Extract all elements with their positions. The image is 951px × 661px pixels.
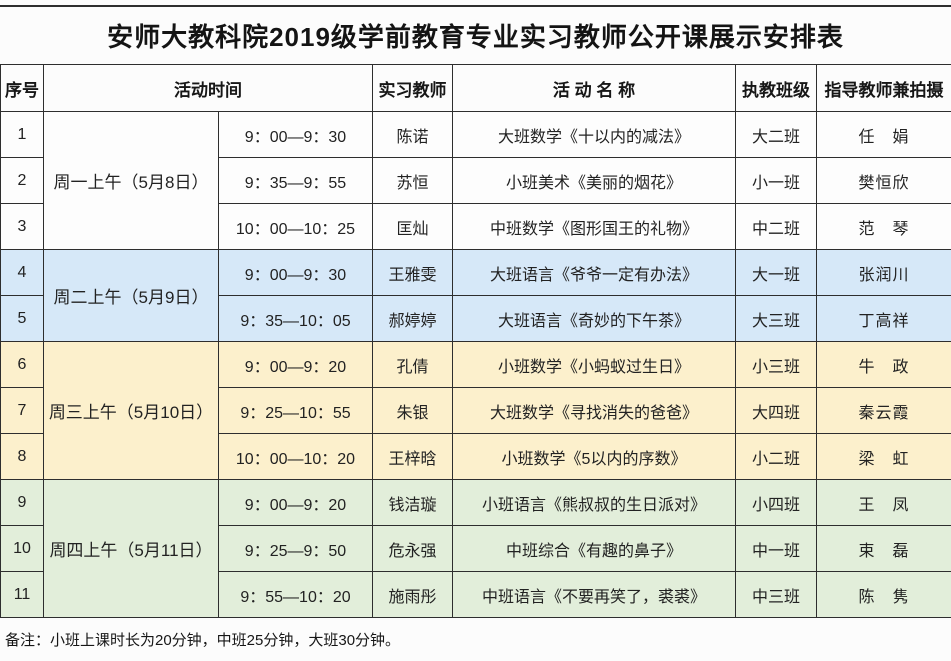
- teacher-cell: 钱洁璇: [373, 480, 453, 526]
- time-cell: 9：00—9：30: [219, 112, 373, 158]
- teacher-cell: 苏恒: [373, 158, 453, 204]
- class-cell: 小二班: [736, 434, 817, 480]
- mentor-cell: 任 娟: [817, 112, 951, 158]
- col-header-teacher: 实习教师: [373, 65, 453, 112]
- mentor-cell: 丁高祥: [817, 296, 951, 342]
- time-cell: 9：00—9：20: [219, 480, 373, 526]
- class-cell: 大一班: [736, 250, 817, 296]
- activity-cell: 大班数学《十以内的减法》: [453, 112, 736, 158]
- teacher-cell: 王雅雯: [373, 250, 453, 296]
- row-index: 3: [1, 204, 44, 250]
- header-row: 序号 活动时间 实习教师 活 动 名 称 执教班级 指导教师兼拍摄: [1, 65, 951, 112]
- mentor-cell: 牛 政: [817, 342, 951, 388]
- day-cell: 周一上午（5月8日）: [44, 112, 219, 250]
- row-index: 10: [1, 526, 44, 572]
- activity-cell: 中班数学《图形国王的礼物》: [453, 204, 736, 250]
- title-block: 安师大教科院2019级学前教育专业实习教师公开课展示安排表: [0, 5, 951, 64]
- mentor-cell: 秦云霞: [817, 388, 951, 434]
- day-cell: 周三上午（5月10日）: [44, 342, 219, 480]
- row-index: 9: [1, 480, 44, 526]
- col-header-time: 活动时间: [44, 65, 373, 112]
- class-cell: 中三班: [736, 572, 817, 618]
- teacher-cell: 危永强: [373, 526, 453, 572]
- class-cell: 大二班: [736, 112, 817, 158]
- teacher-cell: 王梓晗: [373, 434, 453, 480]
- time-cell: 9：35—10：05: [219, 296, 373, 342]
- table-row: 9 周四上午（5月11日） 9：00—9：20 钱洁璇 小班语言《熊叔叔的生日派…: [1, 480, 951, 526]
- row-index: 1: [1, 112, 44, 158]
- row-index: 7: [1, 388, 44, 434]
- time-cell: 9：25—9：50: [219, 526, 373, 572]
- schedule-page: 安师大教科院2019级学前教育专业实习教师公开课展示安排表 序号 活动时间 实习…: [0, 5, 951, 661]
- teacher-cell: 朱银: [373, 388, 453, 434]
- activity-cell: 小班数学《5以内的序数》: [453, 434, 736, 480]
- class-cell: 中二班: [736, 204, 817, 250]
- time-cell: 9：00—9：30: [219, 250, 373, 296]
- time-cell: 9：55—10：20: [219, 572, 373, 618]
- row-index: 4: [1, 250, 44, 296]
- mentor-cell: 陈 隽: [817, 572, 951, 618]
- mentor-cell: 梁 虹: [817, 434, 951, 480]
- class-cell: 中一班: [736, 526, 817, 572]
- day-cell: 周四上午（5月11日）: [44, 480, 219, 618]
- row-index: 11: [1, 572, 44, 618]
- time-cell: 10：00—10：25: [219, 204, 373, 250]
- class-cell: 小一班: [736, 158, 817, 204]
- activity-cell: 小班数学《小蚂蚁过生日》: [453, 342, 736, 388]
- teacher-cell: 施雨彤: [373, 572, 453, 618]
- activity-cell: 大班语言《奇妙的下午茶》: [453, 296, 736, 342]
- page-title: 安师大教科院2019级学前教育专业实习教师公开课展示安排表: [107, 17, 844, 54]
- time-cell: 10：00—10：20: [219, 434, 373, 480]
- day-cell: 周二上午（5月9日）: [44, 250, 219, 342]
- class-cell: 小三班: [736, 342, 817, 388]
- col-header-class: 执教班级: [736, 65, 817, 112]
- table-row: 6 周三上午（5月10日） 9：00—9：20 孔倩 小班数学《小蚂蚁过生日》 …: [1, 342, 951, 388]
- col-header-mentor: 指导教师兼拍摄: [817, 65, 951, 112]
- mentor-cell: 范 琴: [817, 204, 951, 250]
- row-index: 6: [1, 342, 44, 388]
- activity-cell: 中班综合《有趣的鼻子》: [453, 526, 736, 572]
- class-cell: 小四班: [736, 480, 817, 526]
- time-cell: 9：35—9：55: [219, 158, 373, 204]
- time-cell: 9：00—9：20: [219, 342, 373, 388]
- table-row: 1 周一上午（5月8日） 9：00—9：30 陈诺 大班数学《十以内的减法》 大…: [1, 112, 951, 158]
- schedule-table: 序号 活动时间 实习教师 活 动 名 称 执教班级 指导教师兼拍摄 1 周一上午…: [0, 64, 951, 618]
- col-header-index: 序号: [1, 65, 44, 112]
- mentor-cell: 束 磊: [817, 526, 951, 572]
- teacher-cell: 陈诺: [373, 112, 453, 158]
- activity-cell: 小班语言《熊叔叔的生日派对》: [453, 480, 736, 526]
- activity-cell: 中班语言《不要再笑了，裘裘》: [453, 572, 736, 618]
- mentor-cell: 王 凤: [817, 480, 951, 526]
- col-header-activity: 活 动 名 称: [453, 65, 736, 112]
- teacher-cell: 郝婷婷: [373, 296, 453, 342]
- activity-cell: 小班美术《美丽的烟花》: [453, 158, 736, 204]
- class-cell: 大三班: [736, 296, 817, 342]
- table-row: 4 周二上午（5月9日） 9：00—9：30 王雅雯 大班语言《爷爷一定有办法》…: [1, 250, 951, 296]
- row-index: 2: [1, 158, 44, 204]
- teacher-cell: 匡灿: [373, 204, 453, 250]
- activity-cell: 大班语言《爷爷一定有办法》: [453, 250, 736, 296]
- mentor-cell: 樊恒欣: [817, 158, 951, 204]
- footnote: 备注：小班上课时长为20分钟，中班25分钟，大班30分钟。: [0, 629, 951, 650]
- mentor-cell: 张润川: [817, 250, 951, 296]
- row-index: 8: [1, 434, 44, 480]
- class-cell: 大四班: [736, 388, 817, 434]
- time-cell: 9：25—10：55: [219, 388, 373, 434]
- teacher-cell: 孔倩: [373, 342, 453, 388]
- activity-cell: 大班数学《寻找消失的爸爸》: [453, 388, 736, 434]
- row-index: 5: [1, 296, 44, 342]
